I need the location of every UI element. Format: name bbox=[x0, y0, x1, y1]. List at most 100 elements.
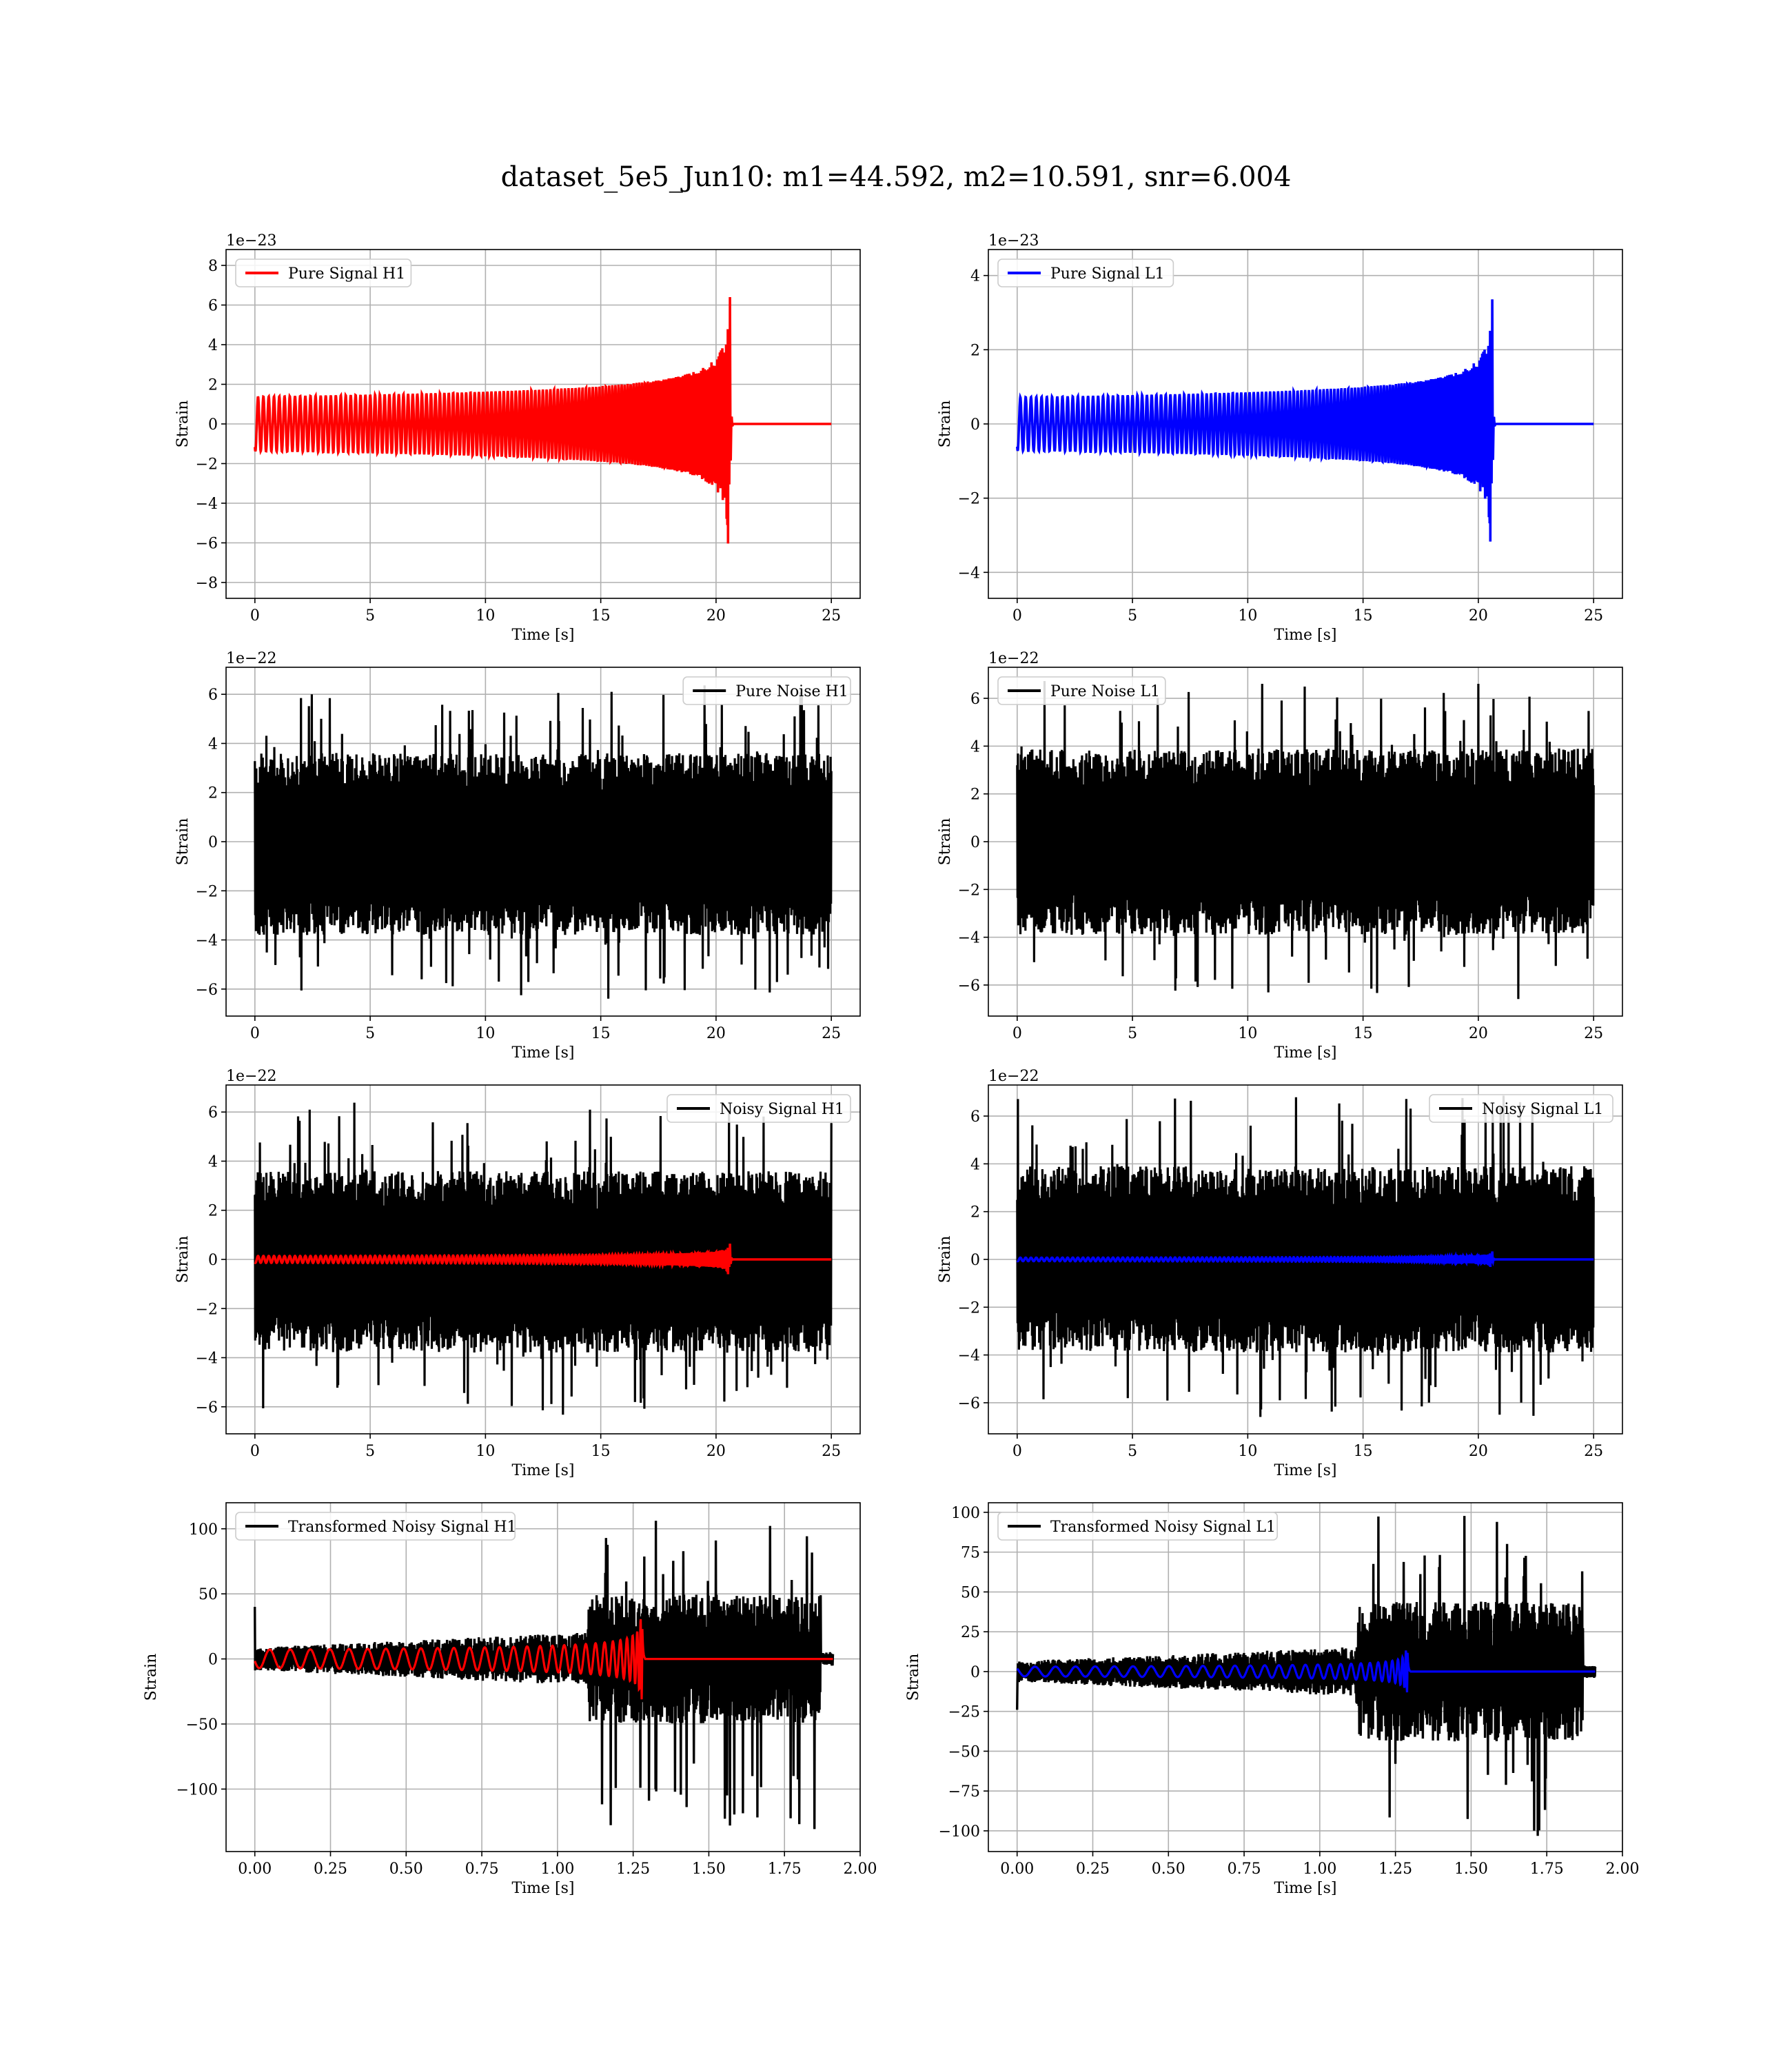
x-tick-label: 15 bbox=[591, 1443, 611, 1460]
y-axis-label: Strain bbox=[937, 401, 954, 448]
y-offset-text: 1e−23 bbox=[226, 232, 276, 250]
y-axis-label: Strain bbox=[174, 818, 192, 866]
y-tick-label: −2 bbox=[196, 456, 218, 474]
legend: Pure Signal L1 bbox=[997, 258, 1174, 287]
y-tick-label: 4 bbox=[208, 1153, 218, 1170]
x-axis-label: Time [s] bbox=[1274, 627, 1336, 644]
x-tick-label: 5 bbox=[1128, 607, 1137, 625]
y-tick-label: −6 bbox=[958, 977, 980, 995]
series-line-pure-signal-h1 bbox=[254, 296, 832, 544]
legend: Pure Noise L1 bbox=[997, 676, 1166, 705]
x-tick-label: 5 bbox=[1128, 1443, 1137, 1460]
x-tick-label: 1.25 bbox=[1378, 1861, 1412, 1878]
x-tick-label: 0 bbox=[250, 607, 260, 625]
y-tick-label: 50 bbox=[961, 1584, 980, 1601]
x-tick-label: 15 bbox=[1354, 607, 1373, 625]
legend: Noisy Signal H1 bbox=[666, 1094, 851, 1123]
x-axis-label: Time [s] bbox=[1274, 1462, 1336, 1479]
y-tick-label: −2 bbox=[958, 1299, 980, 1317]
legend-box bbox=[997, 676, 1166, 705]
y-tick-label: −4 bbox=[958, 1348, 980, 1365]
x-tick-label: 20 bbox=[706, 607, 726, 625]
x-tick-label: 2.00 bbox=[1606, 1861, 1640, 1878]
x-tick-label: 5 bbox=[365, 1025, 375, 1042]
y-tick-label: 2 bbox=[970, 1204, 980, 1221]
y-axis-label: Strain bbox=[143, 1654, 160, 1701]
y-tick-label: 0 bbox=[208, 416, 218, 434]
x-tick-label: 15 bbox=[1354, 1443, 1373, 1460]
figure-title: dataset_5e5_Jun10: m1=44.592, m2=10.591,… bbox=[501, 161, 1292, 193]
series-line-transformed-noisy-signal-l1 bbox=[1016, 1516, 1597, 1836]
x-axis-label: Time [s] bbox=[1274, 1880, 1336, 1897]
legend-label: Pure Signal L1 bbox=[1050, 265, 1165, 283]
y-tick-label: −50 bbox=[948, 1743, 980, 1761]
series-line-overlay-1 bbox=[254, 1619, 833, 1700]
legend: Noisy Signal L1 bbox=[1429, 1094, 1613, 1123]
x-tick-label: 25 bbox=[822, 607, 841, 625]
y-offset-text: 1e−22 bbox=[226, 650, 276, 667]
x-tick-label: 0.50 bbox=[1152, 1861, 1185, 1878]
y-tick-label: 4 bbox=[208, 337, 218, 354]
x-tick-label: 0.50 bbox=[389, 1861, 423, 1878]
x-tick-label: 5 bbox=[1128, 1025, 1137, 1042]
y-tick-label: −4 bbox=[196, 1350, 218, 1368]
x-tick-label: 2.00 bbox=[844, 1861, 877, 1878]
y-tick-label: −4 bbox=[958, 930, 980, 947]
x-tick-label: 0 bbox=[1012, 1443, 1022, 1460]
subplot-transformed-noisy-signal-h1: 0.00 0.25 0.50 0.75 1.00 1.25 1.50 1.75 2.00 100 5… bbox=[143, 1502, 877, 1897]
y-tick-label: 0 bbox=[208, 834, 218, 851]
series-line-overlay-1 bbox=[1016, 1251, 1594, 1268]
x-tick-label: 1.00 bbox=[540, 1861, 574, 1878]
y-tick-label: −8 bbox=[196, 575, 218, 592]
legend-box bbox=[997, 1512, 1279, 1541]
x-tick-label: 1.50 bbox=[692, 1861, 726, 1878]
x-tick-label: 20 bbox=[1469, 607, 1488, 625]
y-tick-label: 25 bbox=[961, 1624, 980, 1641]
y-tick-label: −4 bbox=[196, 933, 218, 950]
x-tick-label: 10 bbox=[1238, 607, 1257, 625]
x-tick-label: 10 bbox=[476, 607, 495, 625]
y-axis-label: Strain bbox=[174, 1236, 192, 1284]
axes-frame bbox=[225, 1502, 861, 1852]
legend-box bbox=[1429, 1094, 1613, 1123]
x-axis-label: Time [s] bbox=[1274, 1044, 1336, 1062]
x-tick-label: 10 bbox=[1238, 1443, 1257, 1460]
y-axis-label: Strain bbox=[937, 818, 954, 866]
x-tick-label: 0.25 bbox=[1076, 1861, 1110, 1878]
legend: Pure Noise H1 bbox=[682, 676, 851, 705]
legend: Pure Signal H1 bbox=[235, 258, 412, 287]
subplot-transformed-noisy-signal-l1: 0.00 0.25 0.50 0.75 1.00 1.25 1.50 1.75 2.00 100 7… bbox=[905, 1502, 1640, 1897]
y-offset-text: 1e−22 bbox=[988, 1068, 1039, 1085]
y-tick-label: −75 bbox=[948, 1783, 980, 1801]
x-tick-label: 20 bbox=[706, 1443, 726, 1460]
series-line-overlay-1 bbox=[254, 1244, 832, 1275]
legend-label: Pure Noise H1 bbox=[735, 683, 848, 700]
y-tick-label: 2 bbox=[208, 785, 218, 802]
y-tick-label: 0 bbox=[208, 1652, 218, 1669]
legend-label: Pure Signal H1 bbox=[288, 265, 405, 283]
legend-label: Noisy Signal H1 bbox=[720, 1101, 844, 1118]
y-tick-label: 4 bbox=[970, 268, 980, 285]
y-tick-label: 6 bbox=[970, 691, 980, 708]
x-axis-label: Time [s] bbox=[511, 1462, 574, 1479]
x-tick-label: 10 bbox=[1238, 1025, 1257, 1042]
y-tick-label: 50 bbox=[198, 1586, 218, 1603]
y-tick-label: 0 bbox=[970, 834, 980, 851]
legend-box bbox=[235, 258, 412, 287]
y-tick-label: 6 bbox=[208, 298, 218, 315]
series-line-pure-noise-l1 bbox=[1016, 680, 1595, 1000]
series-line-noisy-signal-h1 bbox=[254, 1102, 833, 1415]
x-axis-label: Time [s] bbox=[511, 1044, 574, 1062]
y-tick-label: 100 bbox=[189, 1521, 218, 1539]
x-tick-label: 20 bbox=[1469, 1025, 1488, 1042]
legend-label: Transformed Noisy Signal H1 bbox=[288, 1519, 517, 1536]
x-axis-label: Time [s] bbox=[511, 1880, 574, 1897]
y-tick-label: 6 bbox=[970, 1108, 980, 1126]
x-tick-label: 10 bbox=[476, 1025, 495, 1042]
legend-label: Pure Noise L1 bbox=[1050, 683, 1160, 700]
